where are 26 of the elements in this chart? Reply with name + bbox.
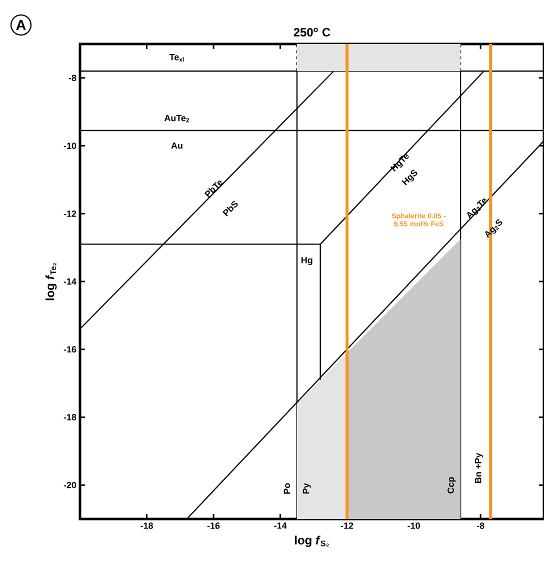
annotation: Ccp (448, 477, 456, 494)
y-tick-label: -8 (68, 74, 76, 82)
x-tick-label: -8 (476, 522, 484, 529)
annotation: Py (302, 483, 311, 494)
chart-title: 250$^{o}$ C (294, 28, 330, 36)
y-tick-label: -20 (64, 482, 76, 488)
x-tick-label: -12 (340, 522, 354, 529)
y-tick-label: -16 (64, 346, 76, 353)
y-tick-label: -10 (64, 142, 76, 149)
annotation: AuTe$_{2}$ (164, 114, 190, 122)
x-tick-label: -14 (274, 522, 287, 529)
y-axis-title: log f$_{Te₂}$ (45, 262, 57, 300)
x-tick-label: -18 (140, 522, 153, 529)
annotation: Bn +Py (475, 452, 484, 483)
y-tick-label: -14 (64, 278, 76, 285)
annotation: Po (284, 483, 290, 494)
x-axis-title: log f$_{S₂}$ (295, 536, 329, 547)
annotation: Te$_{xl}$ (169, 54, 184, 62)
annotation: Ag$_{2}$S (485, 219, 502, 238)
y-tick-label: -18 (64, 414, 76, 420)
x-tick-label: -16 (207, 522, 220, 529)
y-tick-label: -12 (64, 210, 76, 217)
annotation: Au (171, 142, 182, 149)
x-tick-label: -10 (408, 522, 420, 529)
annotation: Hg (302, 257, 312, 266)
text: A (16, 20, 26, 30)
